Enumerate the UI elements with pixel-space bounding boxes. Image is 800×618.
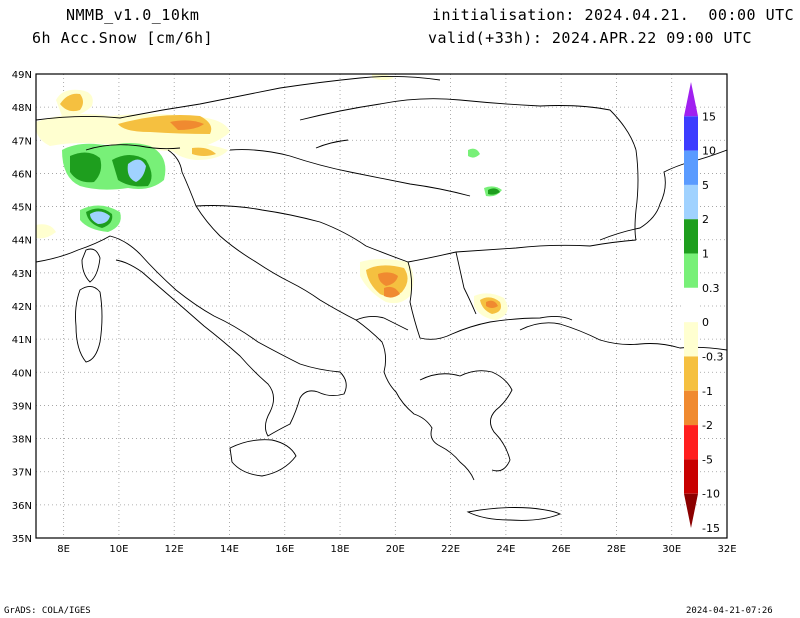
contour-green [488, 188, 500, 195]
island-sicily [229, 439, 297, 477]
lon-tick-label: 28E [607, 544, 626, 555]
colorbar-label: 0.3 [702, 282, 720, 295]
border [85, 144, 181, 151]
lat-tick-label: 42N [12, 302, 32, 313]
lon-tick-label: 18E [331, 544, 350, 555]
contour-yellow-orange [192, 147, 216, 156]
colorbar-label: 1 [702, 248, 709, 261]
lon-tick-label: 26E [552, 544, 571, 555]
contour-yellow-orange [60, 93, 83, 112]
coastlines-borders [36, 75, 727, 521]
colorbar-swatch [684, 82, 698, 117]
lat-tick-label: 45N [12, 203, 32, 214]
colorbar-swatch [684, 184, 698, 220]
lat-tick-label: 48N [12, 103, 32, 114]
contour-orange [384, 286, 400, 298]
valid-time: valid(+33h): 2024.APR.22 09:00 UTC [428, 29, 753, 47]
contour-light-yellow [36, 224, 56, 239]
border [407, 261, 573, 340]
contour-light-green [468, 148, 480, 158]
lon-tick-label: 14E [220, 544, 239, 555]
colorbar-swatch [684, 219, 698, 254]
colorbar-label: 0 [702, 316, 709, 329]
model-title: NMMB_v1.0_10km [66, 6, 200, 24]
lat-tick-label: 38N [12, 435, 32, 446]
colorbar-swatch [684, 253, 698, 288]
border [355, 315, 409, 331]
island-crete [466, 507, 562, 521]
lat-tick-label: 39N [12, 401, 32, 412]
coastline [36, 235, 347, 437]
colorbar-label: 10 [702, 145, 716, 158]
credit-text: GrADS: COLA/IGES [4, 606, 91, 616]
lon-tick-label: 10E [109, 544, 128, 555]
lat-tick-label: 36N [12, 501, 32, 512]
timestamp-text: 2024-04-21-07:26 [686, 606, 773, 616]
lon-tick-label: 32E [717, 544, 736, 555]
lat-tick-label: 37N [12, 468, 32, 479]
island-sardinia [75, 286, 103, 363]
axis-labels: 8E 10E 12E 14E 16E 18E 20E 22E 24E 26E 28E 30E 32E 49… [12, 70, 737, 555]
contour-orange [170, 120, 204, 130]
colorbar-label: -1 [702, 385, 713, 398]
lat-tick-label: 47N [12, 136, 32, 147]
colorbar-swatch [684, 322, 698, 357]
colorbar-swatch [684, 116, 698, 151]
contour-orange [486, 300, 498, 308]
lat-tick-label: 44N [12, 236, 32, 247]
colorbar-label: -2 [702, 419, 713, 432]
lon-tick-label: 16E [275, 544, 294, 555]
colorbar-swatch [684, 390, 698, 426]
lon-tick-label: 30E [662, 544, 681, 555]
border [229, 149, 471, 197]
colorbar-label: -10 [702, 488, 720, 501]
lon-tick-label: 12E [165, 544, 184, 555]
snow-contours [36, 74, 508, 320]
border [315, 139, 349, 149]
lon-tick-label: 24E [496, 544, 515, 555]
island-corsica [81, 248, 101, 283]
colorbar-swatch [684, 425, 698, 460]
contour-green [70, 152, 102, 183]
colorbar-label: 15 [702, 110, 716, 123]
lat-tick-label: 40N [12, 368, 32, 379]
coastline [167, 149, 475, 481]
lat-tick-label: 43N [12, 269, 32, 280]
border [365, 239, 637, 263]
colorbar-swatch [684, 493, 698, 528]
colorbar-swatch [684, 150, 698, 185]
init-time: initialisation: 2024.04.21. 00:00 UTC [432, 6, 795, 24]
lon-tick-label: 20E [386, 544, 405, 555]
lon-tick-label: 8E [57, 544, 70, 555]
border [634, 149, 639, 241]
border [36, 75, 441, 121]
border [455, 251, 477, 315]
border [195, 205, 367, 247]
border [299, 98, 637, 151]
contour-light-blue [90, 211, 110, 224]
colorbar-label: -0.3 [702, 350, 723, 363]
colorbar-label: -5 [702, 453, 713, 466]
colorbar: 15 10 5 2 1 0.3 0 -0.3 -1 -2 -5 -10 -15 [684, 82, 723, 535]
lon-tick-label: 22E [441, 544, 460, 555]
colorbar-label: 5 [702, 179, 709, 192]
contour-light-blue [127, 159, 146, 182]
lat-tick-label: 49N [12, 70, 32, 81]
contour-orange [378, 272, 398, 286]
colorbar-label: -15 [702, 522, 720, 535]
colorbar-label: 2 [702, 213, 709, 226]
colorbar-swatch [684, 356, 698, 391]
map-frame [35, 73, 728, 539]
colorbar-swatch [684, 459, 698, 494]
colorbar-swatch [684, 287, 698, 323]
coastline [419, 370, 513, 472]
lat-tick-label: 41N [12, 335, 32, 346]
field-title: 6h Acc.Snow [cm/6h] [32, 29, 214, 47]
coastline [519, 322, 727, 351]
contour-light-yellow [372, 74, 394, 80]
lat-tick-label: 46N [12, 169, 32, 180]
lat-tick-label: 35N [12, 534, 32, 545]
